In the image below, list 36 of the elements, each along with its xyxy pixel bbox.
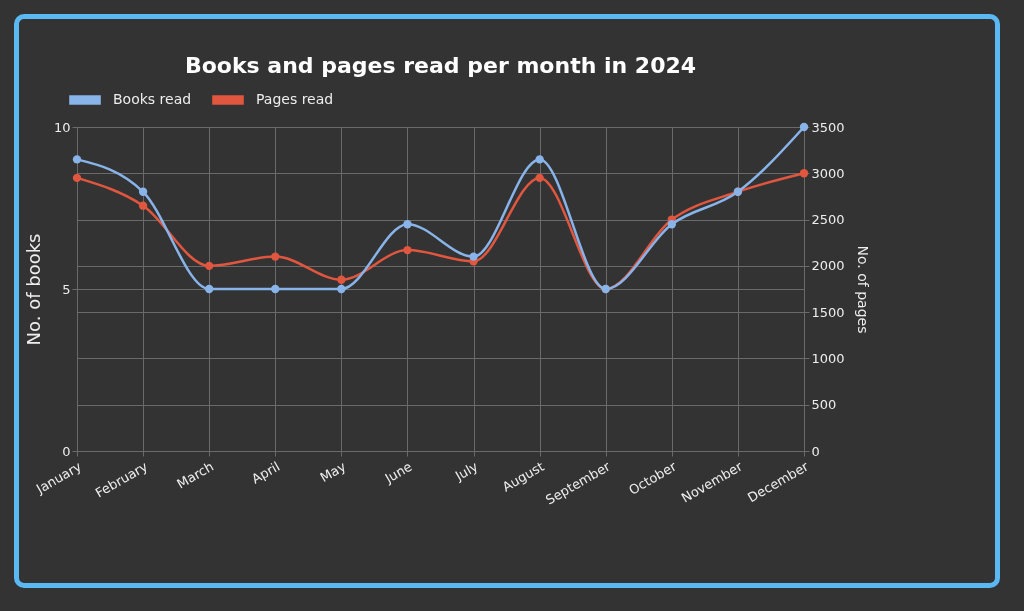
y2-tick-label: 2500 (811, 212, 845, 228)
y-tick-label: 10 (53, 119, 71, 135)
point (799, 122, 809, 132)
y2-axis-title: No. of pages (854, 245, 871, 334)
y2-tick-label: 2000 (811, 258, 845, 274)
point (535, 173, 544, 183)
point (72, 173, 82, 183)
chart-title: Books and pages read per month in 2024 (184, 53, 697, 78)
point (337, 275, 346, 284)
point (271, 252, 280, 261)
point (205, 284, 214, 294)
y2-tick-label: 1500 (811, 304, 845, 320)
y2-tick-label: 500 (811, 397, 837, 413)
y2-tick-label: 3000 (811, 165, 845, 181)
point (138, 201, 148, 210)
y2-tick-label: 1000 (811, 350, 845, 366)
point (535, 155, 544, 164)
legend-label: Pages read (256, 91, 334, 107)
point (271, 284, 280, 294)
point (138, 187, 148, 196)
point (403, 245, 412, 255)
y-tick-label: 5 (62, 281, 71, 297)
y-axis-title: No. of books (22, 233, 44, 346)
legend-label: Books read (113, 91, 192, 107)
x-tick-label: June (381, 458, 415, 487)
point (403, 220, 412, 229)
x-tick-label: May (317, 458, 349, 486)
x-tick-label: July (451, 458, 481, 484)
point (469, 252, 478, 261)
point (667, 220, 676, 229)
y-tick-label: 0 (62, 443, 71, 459)
point (337, 284, 346, 294)
point (205, 261, 214, 271)
y2-tick-label: 3500 (811, 119, 845, 135)
y2-tick-label: 0 (811, 443, 820, 459)
point (72, 155, 82, 164)
